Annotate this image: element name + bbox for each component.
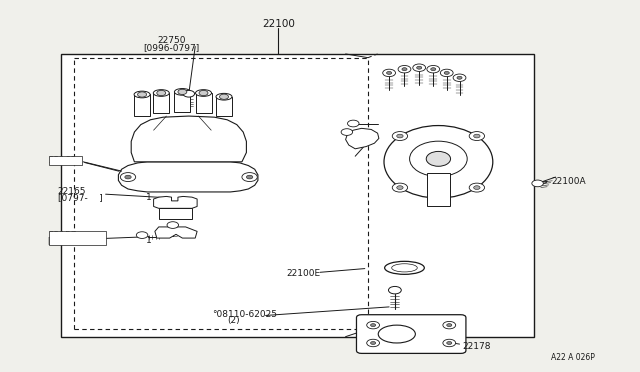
Text: A22 A 026P: A22 A 026P (551, 353, 595, 362)
Circle shape (178, 89, 187, 94)
Ellipse shape (174, 89, 191, 95)
Circle shape (367, 321, 380, 329)
Circle shape (447, 341, 452, 344)
Polygon shape (154, 93, 169, 113)
Circle shape (246, 175, 253, 179)
Circle shape (474, 134, 480, 138)
Circle shape (392, 132, 408, 141)
Circle shape (469, 132, 484, 141)
Ellipse shape (426, 151, 451, 166)
Circle shape (120, 173, 136, 182)
Polygon shape (159, 208, 192, 219)
Text: 22178: 22178 (462, 342, 491, 351)
Circle shape (402, 68, 407, 71)
Circle shape (388, 286, 401, 294)
Ellipse shape (378, 325, 415, 343)
Polygon shape (155, 227, 197, 238)
Polygon shape (131, 116, 246, 162)
Polygon shape (174, 92, 191, 112)
Circle shape (413, 64, 426, 71)
Text: (2): (2) (227, 316, 240, 325)
Polygon shape (118, 162, 258, 192)
Circle shape (444, 71, 449, 74)
Circle shape (417, 66, 422, 69)
Circle shape (220, 94, 228, 99)
Circle shape (138, 92, 147, 97)
Circle shape (532, 180, 543, 187)
Circle shape (474, 186, 480, 189)
Text: 1: 1 (146, 193, 152, 202)
Circle shape (398, 65, 411, 73)
Circle shape (447, 324, 452, 327)
Text: 22165: 22165 (58, 187, 86, 196)
Polygon shape (134, 94, 150, 116)
Circle shape (125, 175, 131, 179)
Ellipse shape (385, 261, 424, 275)
Ellipse shape (384, 126, 493, 198)
Bar (427, 173, 450, 206)
Ellipse shape (153, 90, 169, 96)
Circle shape (440, 69, 453, 77)
Text: 22750: 22750 (157, 36, 186, 45)
Polygon shape (196, 93, 211, 113)
Text: 22157: 22157 (48, 231, 77, 240)
Circle shape (199, 90, 208, 96)
Circle shape (242, 173, 257, 182)
Circle shape (427, 65, 440, 73)
Circle shape (392, 183, 408, 192)
Circle shape (183, 90, 195, 97)
Bar (49, 156, 82, 165)
Text: °08110-62025: °08110-62025 (212, 310, 278, 319)
Bar (61, 54, 534, 337)
Circle shape (453, 74, 466, 81)
Text: 22162: 22162 (48, 156, 76, 165)
Bar (49, 231, 106, 245)
Text: [0996-0797]: [0996-0797] (143, 43, 200, 52)
Circle shape (367, 339, 380, 347)
Text: [0797-    ]: [0797- ] (48, 236, 93, 245)
Polygon shape (154, 196, 197, 208)
Circle shape (136, 232, 148, 238)
Ellipse shape (410, 141, 467, 177)
Polygon shape (216, 97, 232, 116)
Ellipse shape (216, 93, 232, 100)
Circle shape (457, 76, 462, 79)
Circle shape (443, 321, 456, 329)
Text: 22100A: 22100A (552, 177, 586, 186)
Circle shape (371, 341, 376, 344)
Circle shape (383, 69, 396, 77)
Circle shape (167, 222, 179, 228)
Circle shape (431, 68, 436, 71)
FancyBboxPatch shape (356, 315, 466, 353)
Ellipse shape (392, 264, 417, 272)
Circle shape (387, 71, 392, 74)
Ellipse shape (134, 91, 150, 98)
Polygon shape (346, 128, 379, 149)
Circle shape (371, 324, 376, 327)
Ellipse shape (196, 90, 211, 96)
Circle shape (348, 120, 359, 127)
Circle shape (397, 134, 403, 138)
Text: [0797-    ]: [0797- ] (58, 193, 102, 202)
Circle shape (341, 129, 353, 135)
Circle shape (443, 339, 456, 347)
Text: 1: 1 (146, 236, 152, 245)
Text: 22100: 22100 (262, 19, 295, 29)
Text: 22100E: 22100E (287, 269, 321, 278)
Circle shape (397, 186, 403, 189)
Circle shape (469, 183, 484, 192)
Circle shape (157, 90, 166, 96)
